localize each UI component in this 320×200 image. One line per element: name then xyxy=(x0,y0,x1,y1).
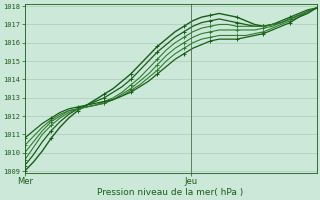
X-axis label: Pression niveau de la mer( hPa ): Pression niveau de la mer( hPa ) xyxy=(98,188,244,197)
